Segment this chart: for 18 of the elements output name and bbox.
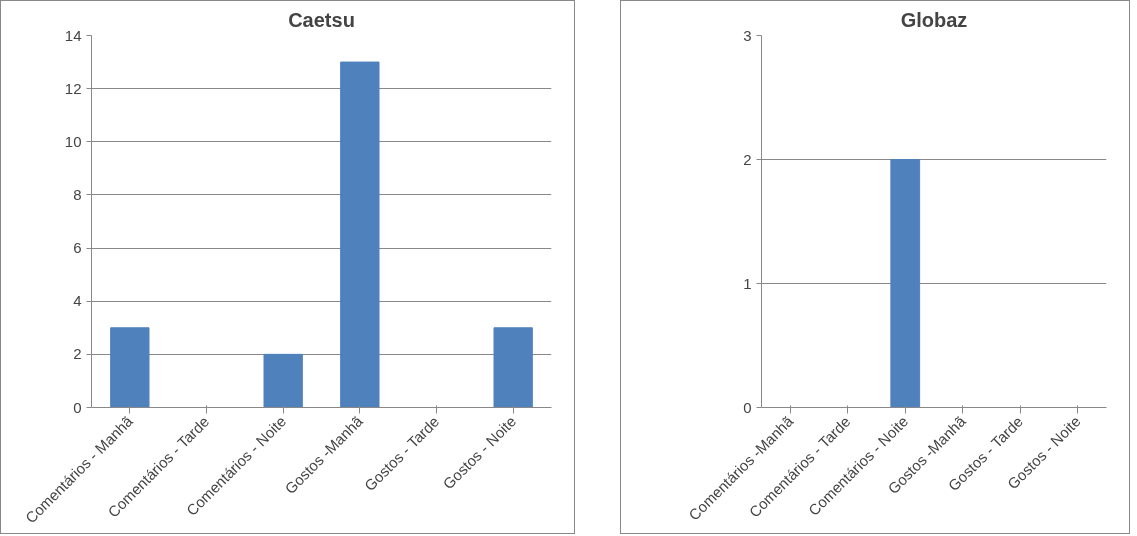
y-tick-label: 4	[73, 292, 82, 310]
bar	[493, 327, 533, 408]
bar	[340, 61, 380, 408]
bar	[263, 353, 303, 408]
chart-title: Globaz	[900, 8, 968, 31]
y-tick-label: 6	[73, 239, 82, 257]
y-tick-label: 12	[64, 79, 82, 97]
y-tick-label: 3	[743, 26, 752, 44]
y-tick-label: 14	[64, 26, 82, 44]
y-tick-label: 0	[743, 398, 752, 416]
y-tick-label: 8	[73, 185, 82, 203]
y-tick-label: 0	[73, 398, 82, 416]
y-tick-label: 2	[743, 150, 752, 168]
bar	[110, 327, 150, 408]
chart-title: Caetsu	[288, 8, 355, 31]
y-tick-label: 10	[64, 132, 82, 150]
y-tick-label: 1	[743, 274, 752, 292]
y-tick-label: 2	[73, 345, 82, 363]
